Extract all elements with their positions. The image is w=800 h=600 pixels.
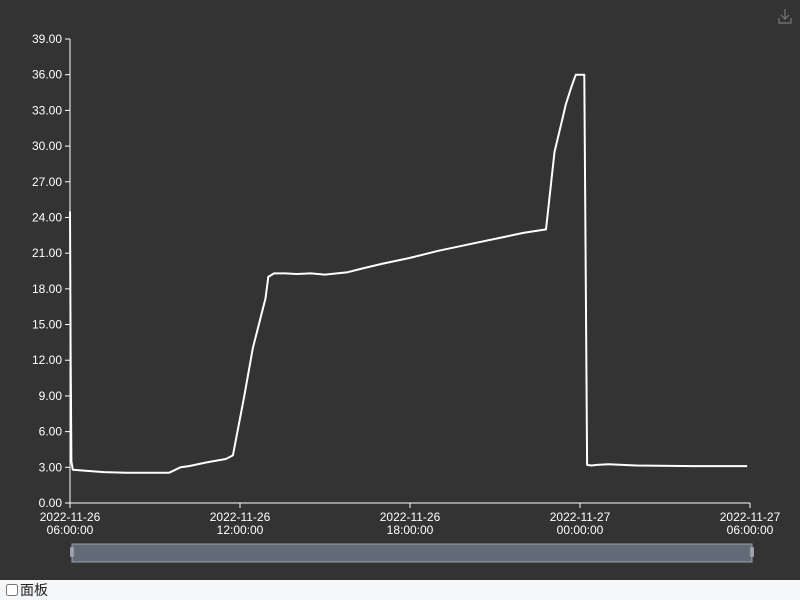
download-icon — [778, 9, 792, 24]
data-zoom-handle-right[interactable] — [750, 547, 754, 557]
data-zoom-window[interactable] — [71, 543, 753, 563]
data-zoom-handle-left[interactable] — [70, 547, 74, 557]
panel-checkbox[interactable] — [6, 584, 18, 596]
y-tick-label: 6.00 — [39, 425, 63, 439]
y-tick-label: 3.00 — [39, 460, 63, 474]
y-tick-label: 27.00 — [32, 175, 62, 189]
panel-bar: 面板 — [0, 580, 800, 600]
series-line-value — [69, 73, 748, 474]
x-tick-label: 2022-11-27 06:00:00 — [720, 510, 781, 537]
series-layer — [69, 73, 748, 474]
download-button[interactable] — [778, 9, 792, 24]
data-zoom-slider[interactable] — [70, 543, 754, 563]
x-tick-label: 2022-11-26 12:00:00 — [210, 510, 271, 537]
x-tick-label: 2022-11-26 18:00:00 — [380, 510, 441, 537]
y-tick-label: 21.00 — [32, 246, 62, 260]
y-tick-label: 36.00 — [32, 68, 62, 82]
y-tick-label: 12.00 — [32, 353, 62, 367]
y-tick-label: 18.00 — [32, 282, 62, 296]
x-tick-label: 2022-11-27 00:00:00 — [550, 510, 611, 537]
y-tick-label: 24.00 — [32, 210, 62, 224]
line-chart: 0.00 3.00 6.00 9.00 12.00 15.00 18.00 21.00 24.0… — [32, 9, 792, 563]
y-tick-label: 30.00 — [32, 139, 62, 153]
y-tick-label: 15.00 — [32, 318, 62, 332]
y-tick-label: 9.00 — [39, 389, 63, 403]
x-tick-label: 2022-11-26 06:00:00 — [40, 510, 101, 537]
y-tick-label: 33.00 — [32, 103, 62, 117]
axes-layer: 0.00 3.00 6.00 9.00 12.00 15.00 18.00 21.00 24.0… — [32, 32, 781, 537]
y-tick-label: 39.00 — [32, 32, 62, 46]
y-tick-label: 0.00 — [39, 496, 63, 510]
panel-label: 面板 — [20, 583, 48, 599]
chart-area: 0.00 3.00 6.00 9.00 12.00 15.00 18.00 21.00 24.0… — [0, 0, 800, 580]
